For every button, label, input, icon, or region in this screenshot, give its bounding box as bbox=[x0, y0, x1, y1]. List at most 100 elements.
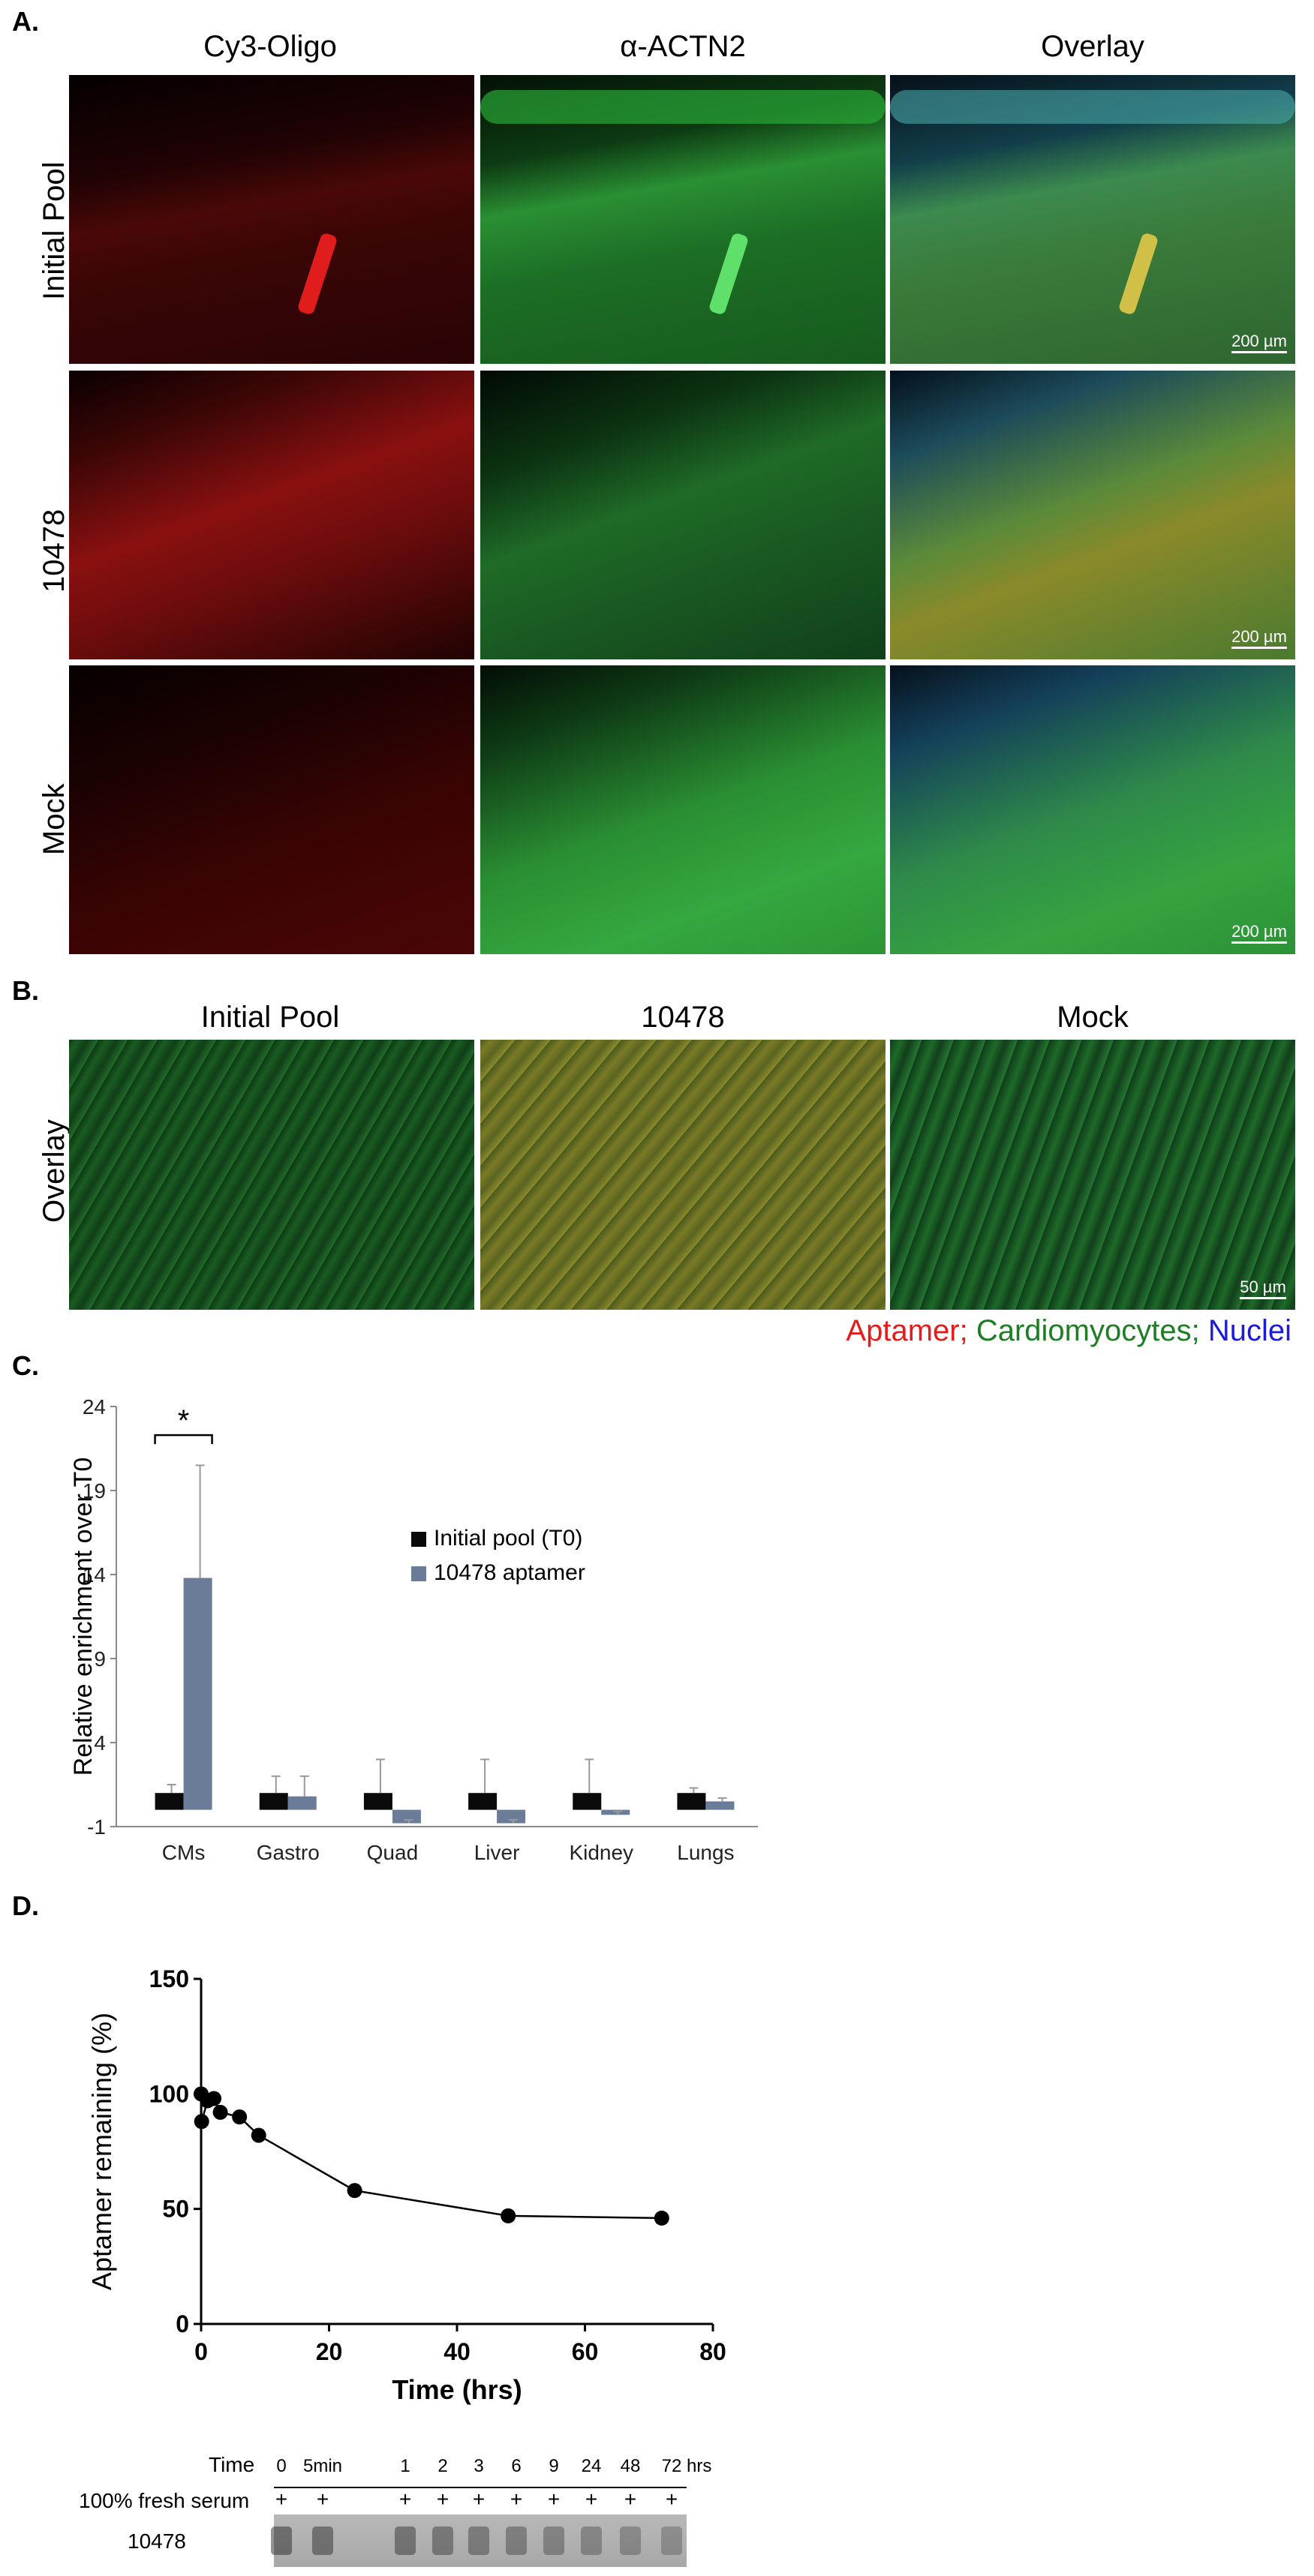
bar bbox=[363, 1793, 392, 1810]
gel-time-unit: hrs bbox=[687, 2456, 712, 2476]
data-point bbox=[347, 2183, 362, 2199]
bar bbox=[705, 1801, 735, 1810]
panel-d-letter: D. bbox=[12, 1890, 39, 1921]
data-point bbox=[251, 2127, 266, 2143]
red-signal-streak bbox=[296, 232, 338, 316]
gel-plus-sign: + bbox=[472, 2487, 486, 2511]
micrograph-overlay-b-initial-pool bbox=[69, 1040, 474, 1310]
category-label: CMs bbox=[162, 1841, 206, 1864]
bar bbox=[259, 1793, 288, 1810]
category-label: Liver bbox=[474, 1841, 520, 1864]
panel-b-letter: B. bbox=[12, 975, 39, 1006]
gel-time-value: 6 bbox=[511, 2456, 522, 2476]
bar bbox=[497, 1809, 526, 1824]
panel-a-row-head: Initial Pool bbox=[38, 161, 71, 300]
micrograph-cy3-10478 bbox=[69, 371, 474, 659]
x-tick-label: 20 bbox=[316, 2338, 343, 2365]
x-tick-label: 80 bbox=[699, 2338, 726, 2365]
micrograph-overlay-initial-pool: 200 µm bbox=[890, 75, 1295, 364]
gel-serum-label: 100% fresh serum bbox=[79, 2489, 250, 2512]
micrograph-overlay-b-mock: 50 µm bbox=[890, 1040, 1295, 1310]
bar bbox=[392, 1809, 421, 1824]
x-tick-label: 0 bbox=[194, 2338, 208, 2365]
panel-b-col-head: Mock bbox=[1057, 1001, 1129, 1034]
category-label: Kidney bbox=[569, 1841, 633, 1864]
bar bbox=[183, 1578, 212, 1810]
y-tick-label: 4 bbox=[94, 1731, 106, 1755]
panel-b-col-head: Initial Pool bbox=[200, 1001, 340, 1034]
micrograph-overlay-10478: 200 µm bbox=[890, 371, 1295, 659]
category-label: Lungs bbox=[677, 1841, 734, 1864]
gel-band bbox=[620, 2526, 641, 2555]
y-axis-label: Aptamer remaining (%) bbox=[86, 2013, 117, 2290]
scale-bar-label: 50 µm bbox=[1240, 1277, 1286, 1296]
micrograph-overlay-b-10478 bbox=[480, 1040, 886, 1310]
data-point bbox=[212, 2104, 228, 2120]
gel-plus-sign: + bbox=[624, 2487, 637, 2511]
scale-bar-label: 200 µm bbox=[1231, 922, 1287, 941]
scale-bar: 200 µm bbox=[1229, 332, 1289, 353]
gel-plus-sign: + bbox=[585, 2487, 598, 2511]
legend-swatch bbox=[411, 1566, 426, 1581]
y-tick-label: 50 bbox=[162, 2196, 189, 2223]
panel-a-letter: A. bbox=[12, 6, 39, 37]
scale-bar-line bbox=[1231, 941, 1287, 944]
panel-a-row-head: Mock bbox=[38, 783, 71, 855]
y-tick-label: 9 bbox=[94, 1647, 106, 1671]
legend-nuclei: Nuclei bbox=[1207, 1314, 1291, 1347]
panel-b-row-head: Overlay bbox=[38, 1119, 71, 1223]
gel-time-value: 24 bbox=[581, 2456, 602, 2476]
bar bbox=[287, 1796, 317, 1810]
yellow-signal-streak bbox=[1117, 232, 1159, 316]
category-label: Quad bbox=[367, 1841, 419, 1864]
stain-legend: Aptamer; Cardiomyocytes; Nuclei bbox=[846, 1314, 1291, 1348]
green-signal-streak bbox=[708, 232, 750, 316]
gel-image bbox=[271, 2514, 687, 2567]
data-point bbox=[232, 2109, 248, 2124]
scale-bar-line bbox=[1240, 1297, 1286, 1299]
gel-plus-sign: + bbox=[665, 2487, 678, 2511]
gel-band bbox=[661, 2526, 682, 2555]
y-tick-label: 0 bbox=[176, 2310, 189, 2337]
panel-c-letter: C. bbox=[12, 1350, 39, 1381]
category-label: Gastro bbox=[257, 1841, 320, 1864]
gel-sample-label: 10478 bbox=[128, 2529, 186, 2553]
micrograph-actn2-10478 bbox=[480, 371, 886, 659]
panel-a-row-head: 10478 bbox=[38, 509, 71, 593]
significance-star: * bbox=[178, 1404, 190, 1437]
gel-band bbox=[581, 2526, 602, 2555]
gel-band bbox=[271, 2526, 292, 2555]
y-tick-label: -1 bbox=[87, 1815, 106, 1839]
scale-bar: 200 µm bbox=[1229, 922, 1289, 944]
gel-band bbox=[506, 2526, 527, 2555]
x-axis-label: Time (hrs) bbox=[392, 2374, 522, 2405]
y-tick-label: 14 bbox=[83, 1563, 106, 1587]
gel-time-value: 3 bbox=[474, 2456, 484, 2476]
gel-divider bbox=[274, 2487, 687, 2488]
gel-time-value: 48 bbox=[620, 2456, 641, 2476]
y-tick-label: 150 bbox=[149, 1965, 189, 1992]
gel-time-value: 9 bbox=[549, 2456, 559, 2476]
gel-plus-sign: + bbox=[436, 2487, 450, 2511]
gel-time-value: 5min bbox=[302, 2456, 343, 2476]
gel-time-value: 1 bbox=[400, 2456, 410, 2476]
x-tick-label: 60 bbox=[572, 2338, 599, 2365]
micrograph-cy3-mock bbox=[69, 665, 474, 954]
scale-bar-line bbox=[1231, 647, 1287, 649]
scale-bar-label: 200 µm bbox=[1231, 627, 1287, 646]
micrograph-overlay-mock: 200 µm bbox=[890, 665, 1295, 954]
data-point bbox=[194, 2114, 209, 2130]
scale-bar-label: 200 µm bbox=[1231, 332, 1287, 350]
data-point bbox=[501, 2208, 516, 2223]
bar bbox=[155, 1793, 184, 1810]
data-point bbox=[654, 2210, 669, 2226]
x-tick-label: 40 bbox=[444, 2338, 471, 2365]
gel-plus-sign: + bbox=[510, 2487, 523, 2511]
gel-plus-sign: + bbox=[316, 2487, 329, 2511]
gel-time-value: 72 bbox=[661, 2456, 682, 2476]
y-tick-label: 24 bbox=[83, 1395, 106, 1419]
scale-bar: 200 µm bbox=[1229, 627, 1289, 649]
panel-a-col-head: Overlay bbox=[1041, 30, 1144, 63]
gel-band bbox=[468, 2526, 489, 2555]
legend-label: 10478 aptamer bbox=[434, 1560, 585, 1585]
